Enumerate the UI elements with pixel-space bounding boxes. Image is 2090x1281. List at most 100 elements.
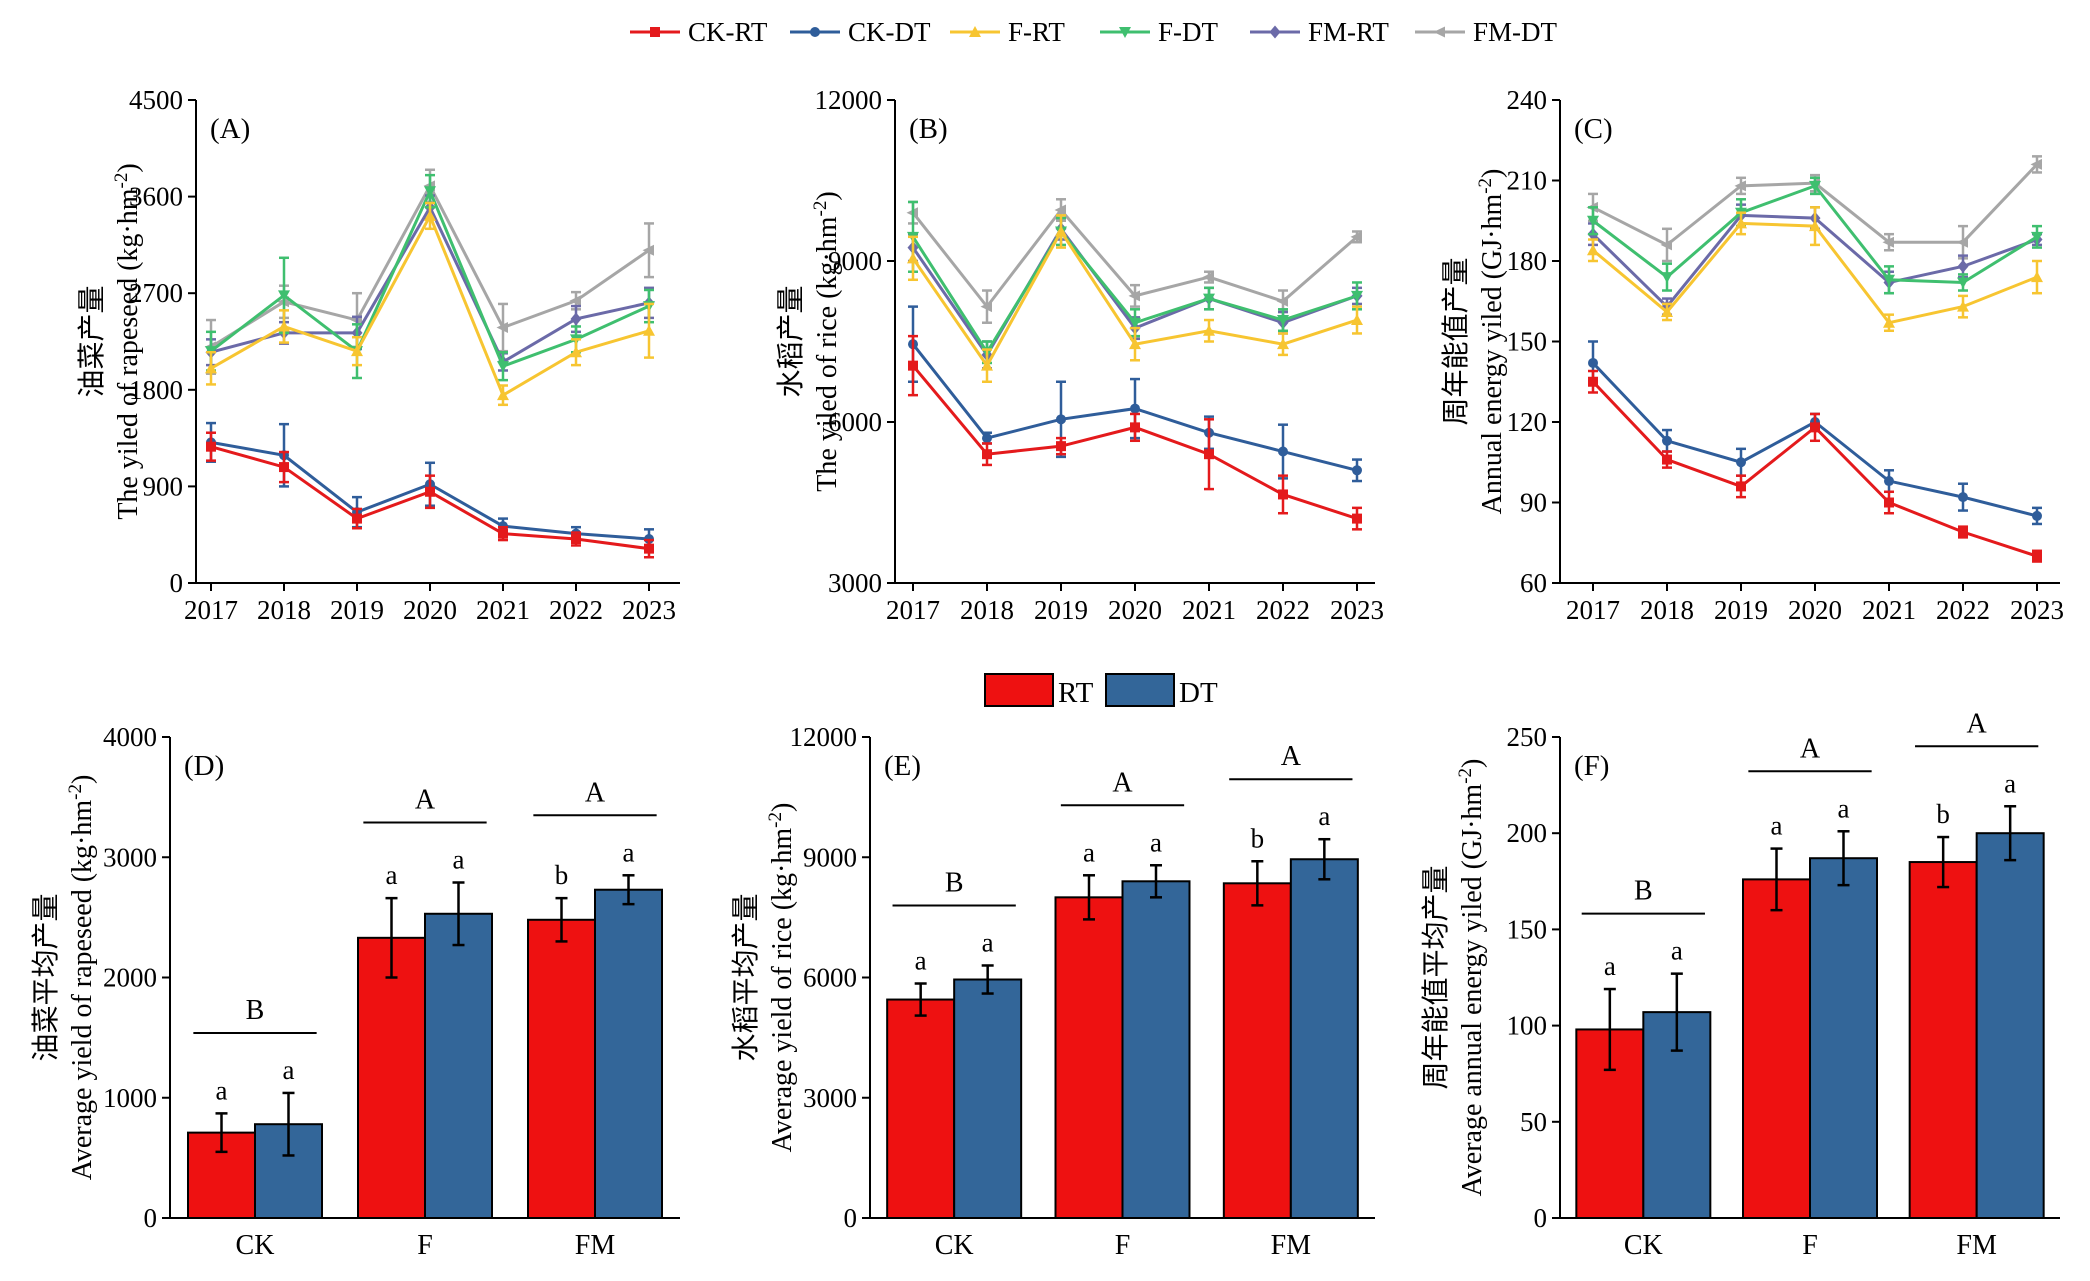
y-axis-label-superscript: -2	[765, 812, 786, 828]
series-line-ck-rt	[1591, 380, 2038, 558]
y-tick-label: 50	[1520, 1107, 1547, 1137]
legend-label-f-rt: F-RT	[1008, 17, 1065, 47]
y-tick-label: 120	[1507, 407, 1548, 437]
y-tick-label: 60	[1520, 568, 1547, 598]
data-point	[907, 252, 919, 264]
data-point	[1203, 324, 1215, 336]
group-letter: A	[1800, 733, 1821, 764]
y-tick-label: 12000	[815, 85, 883, 115]
data-point	[1588, 376, 1598, 387]
panel-label-d: (D)	[184, 750, 224, 782]
data-point	[1957, 259, 1969, 273]
x-category-label: FM	[1956, 1230, 1997, 1261]
data-point	[1958, 527, 1968, 538]
bar-rt-fm	[527, 918, 596, 1220]
series-fm-dt	[906, 198, 1362, 324]
y-tick-label: 0	[170, 568, 184, 598]
data-point	[278, 320, 290, 332]
significance-letter: a	[1604, 951, 1616, 981]
x-category-label: F	[1802, 1230, 1818, 1261]
x-tick-label: 2022	[549, 595, 603, 625]
bar-legend-swatch-dt	[1105, 673, 1175, 707]
y-tick-label: 90	[1520, 488, 1547, 518]
data-point	[1055, 225, 1067, 237]
data-point	[1202, 271, 1214, 283]
group-letter: A	[1281, 741, 1302, 772]
data-point	[1736, 481, 1746, 492]
data-point	[2032, 510, 2042, 521]
data-point	[1352, 513, 1362, 524]
data-point	[644, 543, 654, 554]
top-legend: CK-RT CK-DT F-RT F-DT FM-RT FM-DT	[630, 17, 1558, 47]
significance-letter: a	[1150, 827, 1162, 857]
group-letter: A	[1967, 708, 1988, 739]
data-point	[352, 513, 362, 524]
x-category-label: CK	[236, 1230, 275, 1261]
series-ck-rt	[908, 334, 1362, 531]
y-axis-label-en: Average yield of rapeseed (kg·hm-2)	[65, 775, 98, 1181]
group-letter: B	[246, 995, 265, 1026]
data-point	[570, 346, 582, 358]
legend-label-fm-rt: FM-RT	[1308, 17, 1389, 47]
significance-letter: b	[1936, 799, 1950, 829]
data-point	[1204, 449, 1214, 460]
data-point	[1587, 215, 1599, 227]
x-category-label: FM	[1271, 1230, 1312, 1261]
data-point	[206, 441, 216, 452]
x-tick-label: 2019	[330, 595, 384, 625]
y-axis-label-close: )	[812, 191, 843, 200]
y-tick-label: 1000	[103, 1083, 157, 1113]
bar-legend: RT DT	[984, 673, 1218, 709]
data-point	[1351, 314, 1363, 326]
data-point	[351, 345, 363, 357]
y-tick-label: 9000	[803, 842, 857, 872]
y-axis-label-close: )	[67, 775, 98, 784]
significance-letter: a	[386, 860, 398, 890]
data-point	[496, 322, 508, 334]
y-axis-label-main: The yiled of rapeseed (kg·hm	[113, 188, 144, 519]
x-tick-label: 2017	[886, 595, 940, 625]
data-point	[497, 389, 509, 401]
data-point	[980, 301, 992, 313]
series-ck-rt	[1588, 369, 2042, 563]
line-panel-c: 60 90 120 150 180 210 240 周年能值产量 Annual energy y…	[1440, 85, 2064, 625]
data-point	[1056, 441, 1066, 452]
legend-marker-fm-dt	[1433, 26, 1445, 38]
y-tick-label: 3000	[103, 842, 157, 872]
x-category-label: CK	[1624, 1230, 1663, 1261]
y-axis-label-main: Average yield of rice (kg·hm	[767, 828, 798, 1153]
y-axis-label-en: The yiled of rapeseed (kg·hm-2)	[111, 163, 144, 519]
y-axis-label-cn: 周年能值平均产量	[1420, 865, 1452, 1089]
significance-letter: b	[555, 860, 569, 890]
data-point	[2032, 551, 2042, 562]
y-tick-label: 6000	[803, 963, 857, 993]
y-tick-label: 12000	[790, 722, 858, 752]
significance-letter: a	[2004, 768, 2016, 798]
x-tick-label: 2022	[1936, 595, 1990, 625]
data-point	[1203, 293, 1215, 305]
group-letter: A	[1112, 767, 1133, 798]
bar-legend-swatch-rt	[984, 673, 1054, 707]
legend-label-ck-dt: CK-DT	[848, 17, 931, 47]
y-tick-label: 4000	[103, 722, 157, 752]
data-point	[497, 361, 509, 373]
y-tick-label: 3000	[803, 1083, 857, 1113]
data-point	[1882, 236, 1894, 248]
y-tick-label: 9000	[828, 246, 882, 276]
significance-letter: a	[623, 837, 635, 867]
y-axis-label-main: Average annual energy yiled (GJ·hm	[1457, 784, 1488, 1197]
y-axis-label-cn: 油菜平均产量	[30, 893, 62, 1061]
data-point	[571, 533, 581, 544]
data-point	[424, 209, 436, 221]
bar-rt-f	[1054, 896, 1124, 1219]
significance-letter: a	[1771, 811, 1783, 841]
line-panel-b: 3000 6000 9000 12000 水稻产量 The yiled of rice (…	[775, 85, 1384, 625]
data-point	[1588, 357, 1598, 368]
y-tick-label: 900	[143, 471, 184, 501]
data-point	[1661, 272, 1673, 284]
bar-panel-d: 0 1000 2000 3000 4000 油菜平均产量 Average yield of …	[30, 722, 680, 1261]
legend-marker-f-rt	[969, 26, 981, 37]
y-axis-label-en: Annual energy yiled (GJ·hm-2)	[1475, 169, 1508, 515]
x-category-label: FM	[575, 1230, 616, 1261]
